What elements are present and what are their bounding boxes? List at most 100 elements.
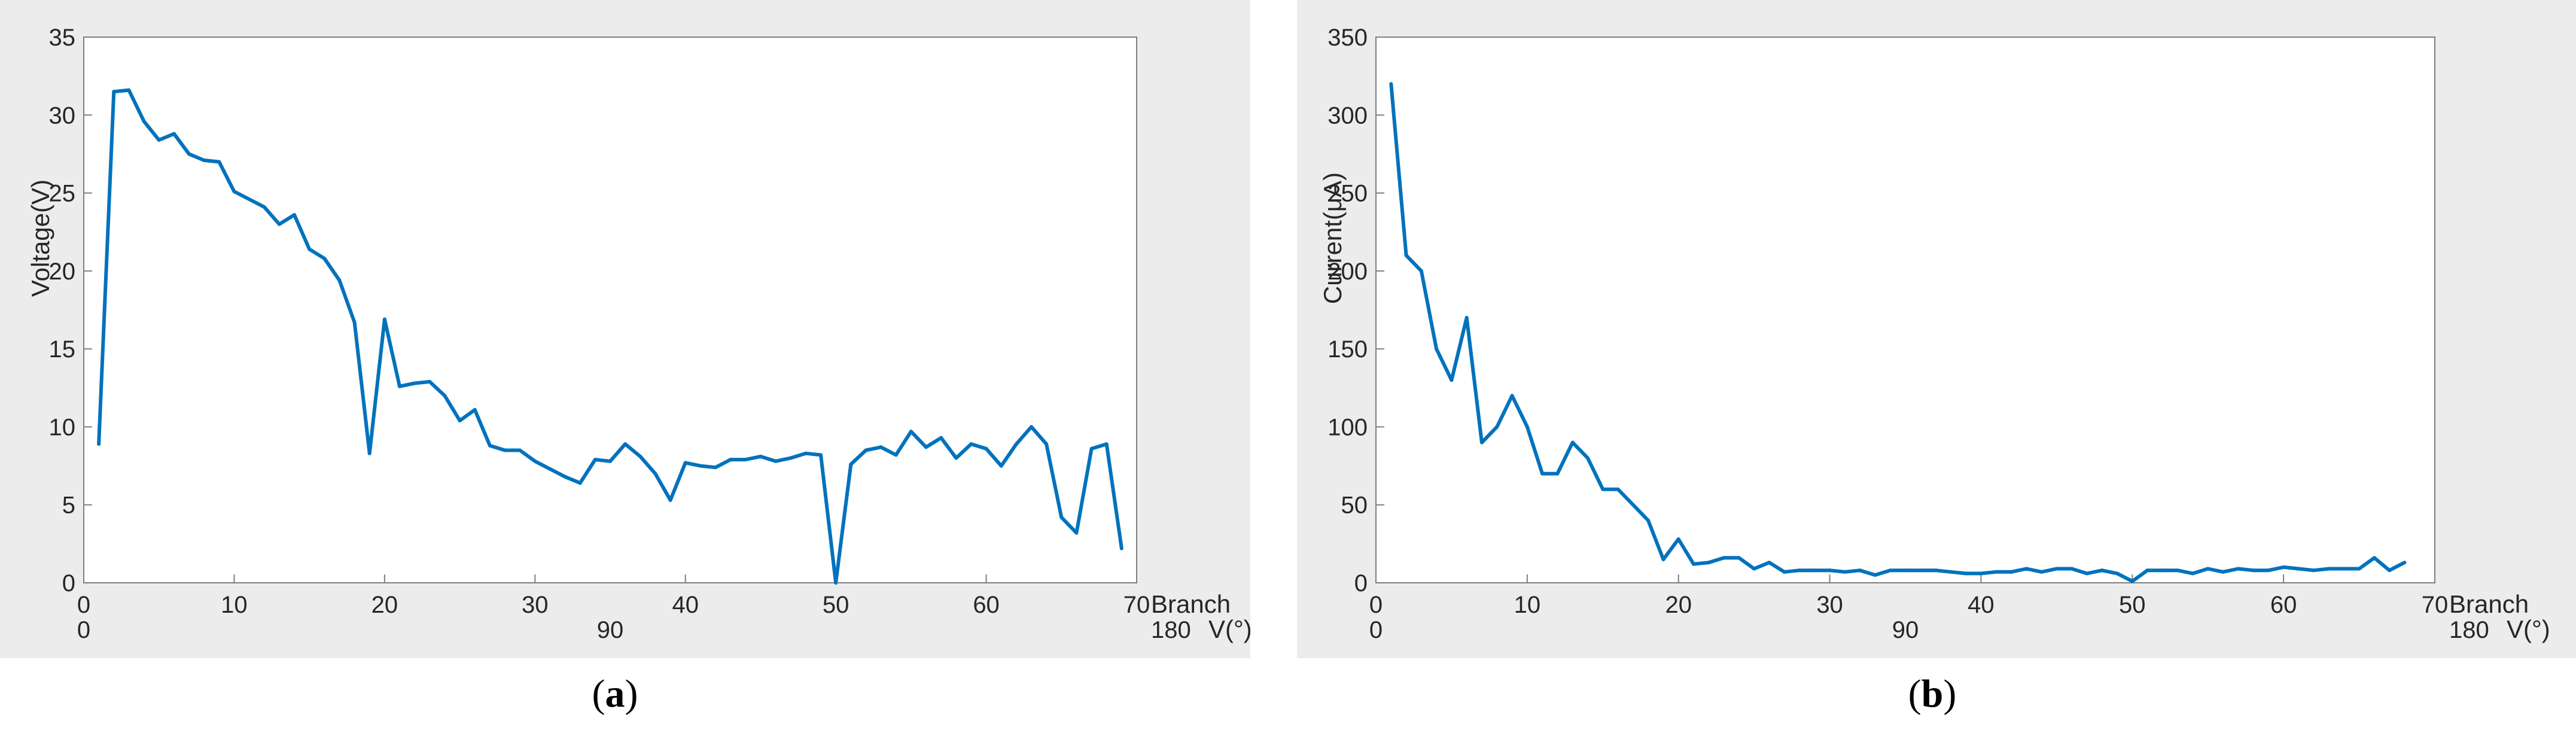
data-point-a	[157, 138, 161, 142]
data-point-b	[2282, 565, 2286, 569]
y-tick-label-a: 0	[62, 570, 75, 597]
data-point-a	[984, 446, 988, 451]
data-point-a	[638, 454, 643, 458]
data-point-b	[1767, 561, 1771, 565]
data-point-b	[1601, 487, 1605, 491]
data-point-a	[458, 419, 462, 423]
y-tick-label-a: 25	[49, 181, 76, 207]
data-point-a	[1014, 442, 1018, 446]
data-point-b	[1752, 567, 1756, 571]
data-point-a	[413, 381, 417, 385]
x-tick-label-b: 70	[2422, 592, 2449, 618]
data-point-b	[2388, 568, 2392, 573]
data-point-a	[398, 384, 401, 388]
data-point-a	[849, 462, 853, 466]
y-tick-label-b: 50	[1341, 492, 1368, 519]
data-point-a	[217, 160, 221, 164]
caption-b-letter: b	[1921, 672, 1944, 716]
data-point-a	[788, 456, 793, 460]
y-tick-label-a: 15	[49, 336, 76, 363]
data-point-b	[1888, 568, 1892, 573]
data-point-a	[533, 459, 537, 463]
data-point-b	[1540, 472, 1545, 476]
y-tick-label-b: 200	[1327, 258, 1368, 285]
y-tick-label-a: 35	[49, 25, 76, 51]
data-point-a	[97, 442, 101, 446]
x-tick-label-a: 40	[672, 592, 699, 618]
data-point-b	[2085, 571, 2089, 576]
data-point-b	[2070, 567, 2074, 571]
data-point-a	[668, 498, 672, 502]
data-point-b	[1676, 537, 1680, 542]
chart-a-svg: 0 5 10 15 20 25 30 35 0 10 20 30 40 50 60 70 Branch 0 90 18…	[26, 25, 1252, 643]
data-point-a	[744, 458, 748, 462]
data-point-b	[2327, 567, 2331, 571]
data-point-a	[548, 467, 552, 471]
data-point-b	[2100, 568, 2104, 573]
data-point-a	[382, 317, 386, 321]
data-point-a	[653, 472, 657, 476]
data-point-a	[1089, 446, 1094, 451]
data-point-b	[1404, 253, 1408, 257]
data-point-b	[1933, 568, 1938, 573]
data-point-b	[2251, 568, 2255, 573]
data-point-b	[2221, 570, 2225, 574]
data-point-a	[488, 443, 492, 448]
chart-panel-a: 0 5 10 15 20 25 30 35 0 10 20 30 40 50 60 70 Branch 0 90 18…	[0, 0, 1252, 658]
data-point-b	[2130, 579, 2135, 583]
data-point-b	[2191, 571, 2195, 576]
data-point-a	[563, 474, 567, 479]
series-line-b	[1389, 83, 2406, 583]
data-point-a	[593, 458, 597, 462]
x-tick-label-b: 0	[1369, 592, 1383, 618]
y-tick-label-a: 30	[49, 102, 76, 129]
data-point-b	[1661, 557, 1665, 561]
data-point-a	[277, 222, 281, 226]
data-point-b	[1389, 82, 1393, 86]
data-point-a	[834, 581, 838, 585]
data-point-a	[172, 132, 176, 136]
data-point-a	[1030, 425, 1033, 429]
chart-panel-b: 0 50 100 150 200 250 300 350 0 10 20 30 40 50 60 70 Bran…	[1297, 0, 2576, 658]
data-point-b	[2160, 568, 2164, 573]
plot-area-b	[1375, 36, 2435, 583]
data-point-b	[1979, 571, 1983, 576]
caption-a: (a)	[592, 672, 638, 716]
data-point-a	[518, 448, 522, 452]
data-point-b	[1570, 440, 1575, 445]
data-point-a	[428, 379, 432, 384]
data-point-b	[2266, 568, 2270, 573]
y-tick-label-b: 0	[1354, 570, 1368, 597]
y-tick-label-b: 300	[1327, 102, 1368, 129]
data-point-b	[2372, 556, 2376, 560]
x-tick-label-a: 50	[823, 592, 849, 618]
data-point-a	[909, 430, 913, 434]
data-point-b	[1495, 425, 1499, 429]
data-point-b	[1631, 503, 1635, 507]
x-tick-label-b: 40	[1968, 592, 1995, 618]
data-point-a	[939, 436, 943, 440]
x-axis-label-b: Branch	[2449, 590, 2529, 618]
data-point-a	[1074, 531, 1079, 535]
data-point-b	[1782, 570, 1786, 574]
data-point-b	[1707, 561, 1711, 565]
data-point-a	[759, 454, 763, 458]
data-point-a	[623, 442, 628, 446]
data-point-a	[864, 448, 868, 452]
x-tick-label-b: 20	[1665, 592, 1692, 618]
secondary-x-tick-a: 90	[597, 617, 624, 643]
data-point-a	[187, 152, 191, 156]
data-point-a	[262, 205, 266, 209]
data-point-b	[1510, 394, 1514, 398]
data-point-a	[337, 278, 342, 282]
secondary-x-tick-b: 90	[1892, 617, 1919, 643]
data-point-a	[367, 451, 372, 455]
data-point-a	[714, 466, 717, 470]
data-point-b	[1858, 568, 1862, 573]
secondary-x-tick-a: 180	[1151, 617, 1191, 643]
secondary-x-tick-a: 0	[77, 617, 90, 643]
data-point-b	[2357, 567, 2361, 571]
data-point-b	[1813, 568, 1817, 573]
data-point-a	[1059, 515, 1064, 519]
data-point-a	[729, 458, 733, 462]
